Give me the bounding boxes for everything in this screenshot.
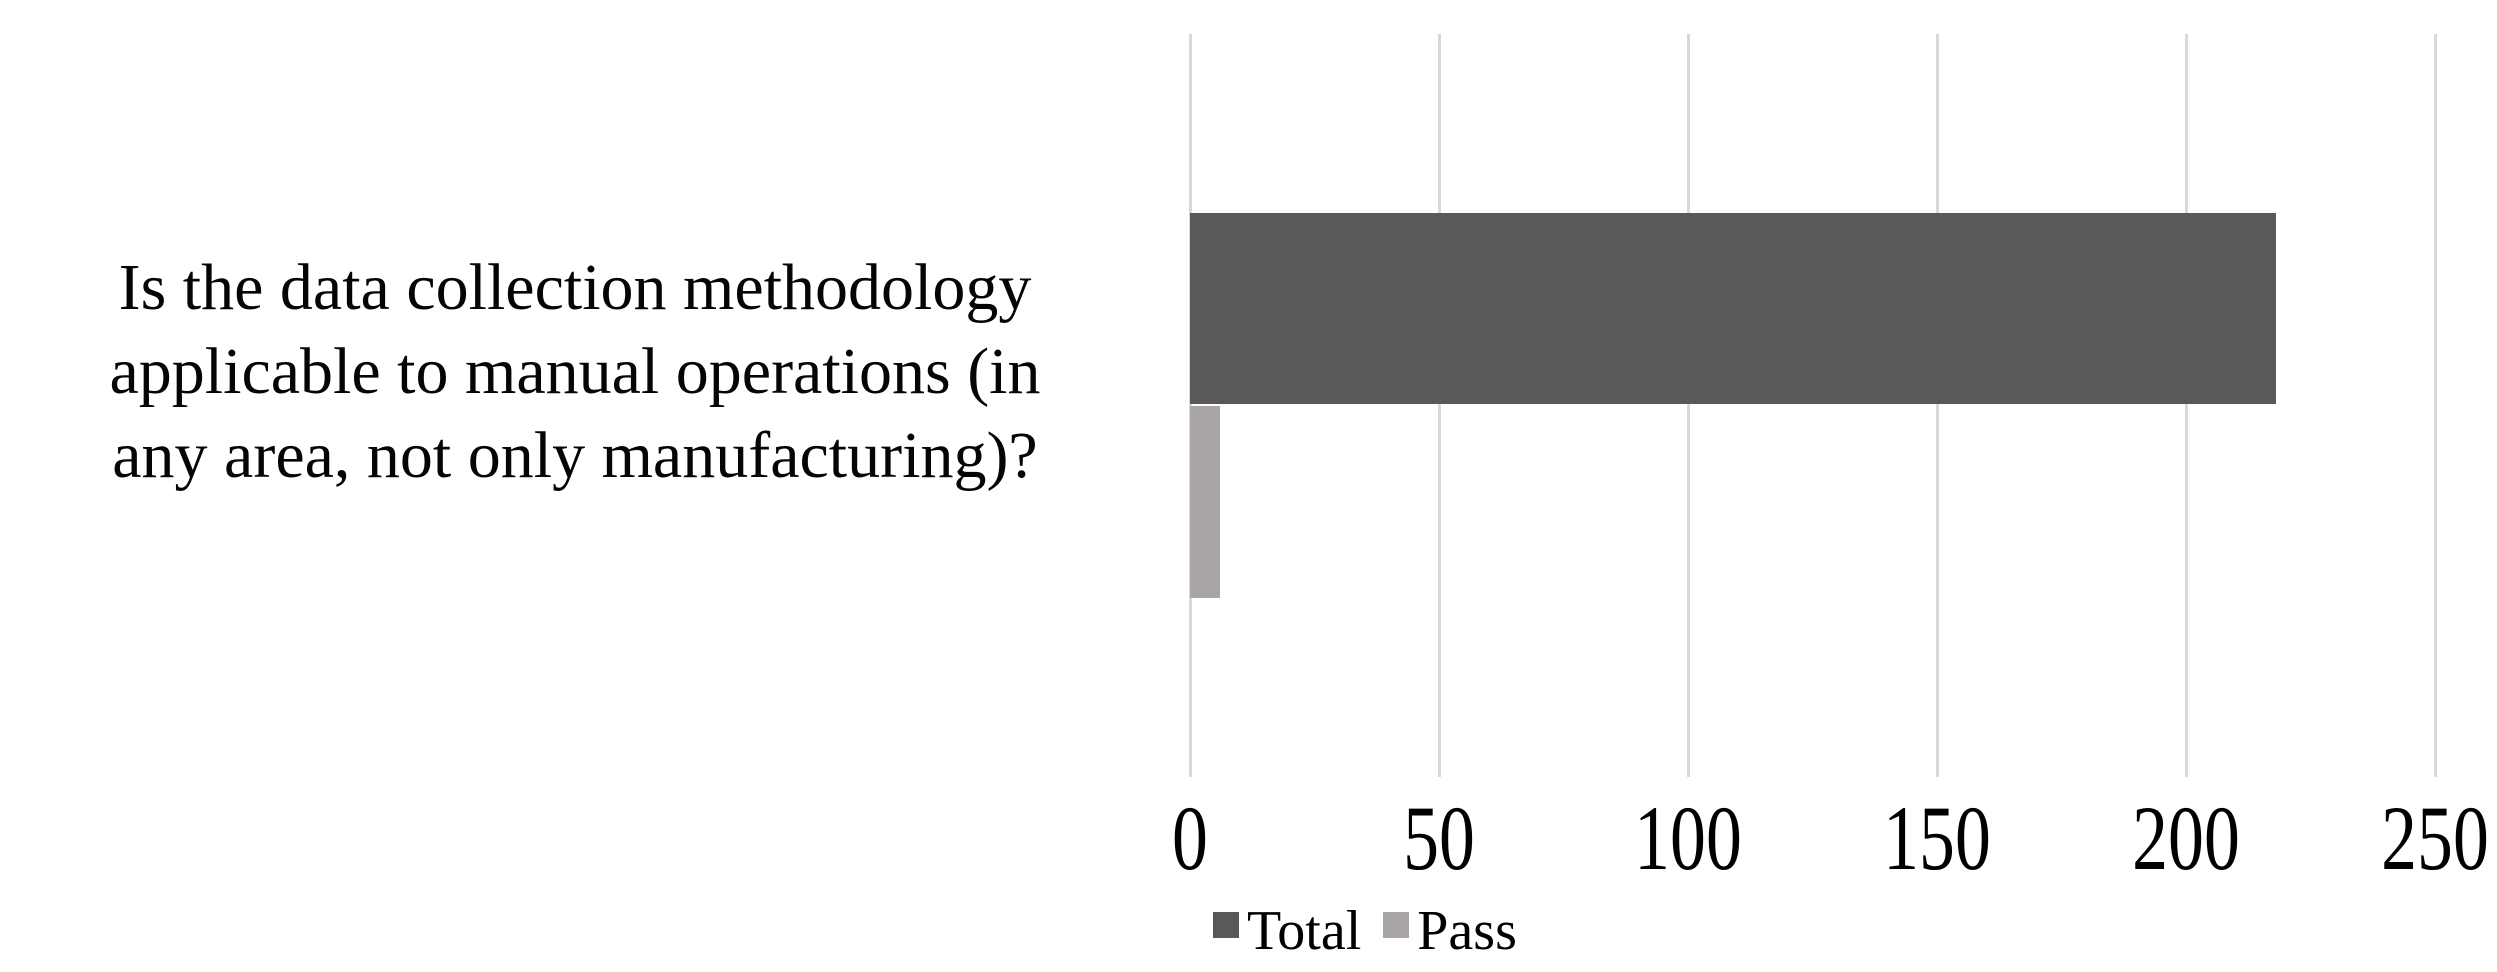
gridline-0 bbox=[1189, 34, 1192, 777]
legend-swatch-total bbox=[1213, 912, 1239, 938]
x-tick-label: 0 bbox=[1172, 787, 1208, 889]
legend-label-total: Total bbox=[1247, 900, 1362, 962]
category-label-line-1: Is the data collection methodology bbox=[118, 251, 1032, 324]
x-tick-label: 200 bbox=[2132, 787, 2240, 889]
x-tick-label: 50 bbox=[1403, 787, 1475, 889]
x-tick-label: 150 bbox=[1883, 787, 1991, 889]
bar-pass bbox=[1190, 406, 1220, 598]
bar-total bbox=[1190, 213, 2276, 404]
gridline-200 bbox=[2185, 34, 2188, 777]
gridline-50 bbox=[1438, 34, 1441, 777]
gridline-250 bbox=[2434, 34, 2437, 777]
gridline-100 bbox=[1687, 34, 1690, 777]
x-tick-label: 100 bbox=[1634, 787, 1742, 889]
x-tick-label: 250 bbox=[2381, 787, 2489, 889]
category-label: Is the data collection methodology appli… bbox=[0, 246, 1150, 498]
category-label-line-2: applicable to manual operations (in bbox=[109, 335, 1041, 408]
legend-label-pass: Pass bbox=[1417, 900, 1517, 962]
gridline-150 bbox=[1936, 34, 1939, 777]
category-label-line-3: any area, not only manufacturing)? bbox=[112, 419, 1038, 492]
legend-swatch-pass bbox=[1383, 912, 1410, 938]
legend: Total Pass bbox=[1213, 899, 1517, 963]
